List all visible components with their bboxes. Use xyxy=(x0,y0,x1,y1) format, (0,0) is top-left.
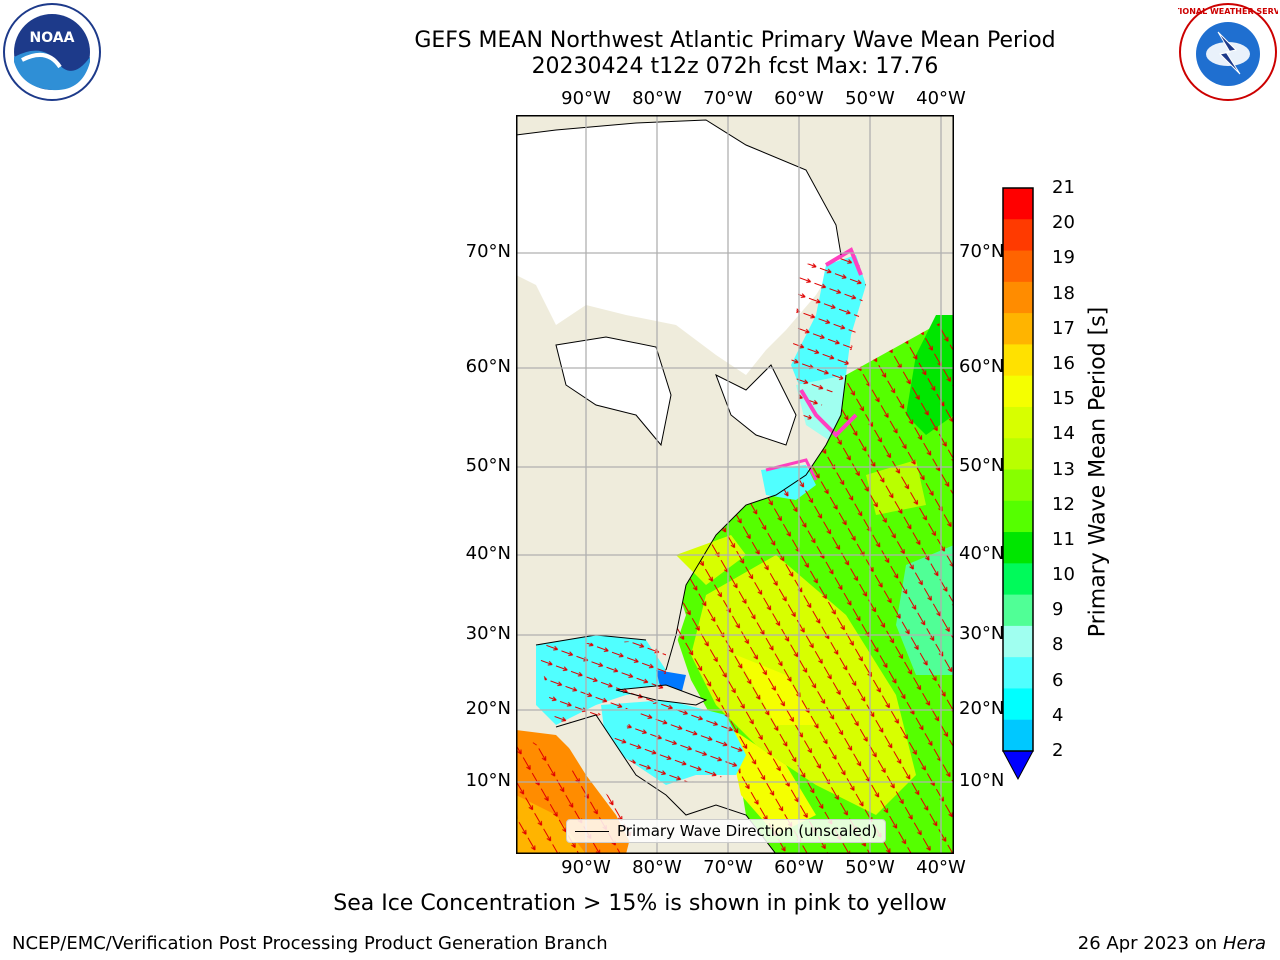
lat-label-left: 30°N xyxy=(465,623,511,644)
graticule xyxy=(516,115,954,854)
noaa-logo: NOAA xyxy=(2,2,102,102)
colorbar-tick-label: 21 xyxy=(1052,177,1075,198)
colorbar-segment xyxy=(1003,719,1033,752)
lon-label-top: 60°W xyxy=(774,88,824,109)
lat-label-right: 60°N xyxy=(959,356,1005,377)
lon-label-bottom: 60°W xyxy=(774,857,824,878)
nws-logo: NATIONAL WEATHER SERVICE xyxy=(1162,2,1280,102)
lat-label-left: 10°N xyxy=(465,770,511,791)
footer-date: 26 Apr 2023 on Hera xyxy=(1078,933,1266,954)
colorbar-segment xyxy=(1003,281,1033,314)
colorbar-tick-label: 18 xyxy=(1052,282,1075,304)
lon-label-top: 50°W xyxy=(845,88,895,109)
colorbar-segment xyxy=(1003,532,1033,564)
colorbar-tick-label: 12 xyxy=(1052,493,1075,515)
colorbar-segment xyxy=(1003,375,1033,408)
svg-text:NOAA: NOAA xyxy=(30,30,75,46)
colorbar-tick-label: 6 xyxy=(1052,669,1064,691)
colorbar-segment xyxy=(1003,563,1033,596)
lon-label-bottom: 80°W xyxy=(632,857,682,878)
colorbar-segment xyxy=(1003,406,1033,439)
wave-period-map xyxy=(516,115,954,854)
colorbar-tick-label: 20 xyxy=(1052,212,1075,234)
colorbar-segment xyxy=(1003,657,1033,689)
colorbar-tick-label: 16 xyxy=(1052,352,1075,374)
lat-label-left: 60°N xyxy=(465,356,511,377)
lat-label-right: 70°N xyxy=(959,241,1005,262)
colorbar-tick-label: 10 xyxy=(1052,564,1075,586)
lon-label-top: 40°W xyxy=(916,88,966,109)
map-subtitle: 20230424 t12z 072h fcst Max: 17.76 xyxy=(531,54,939,79)
lon-label-top: 70°W xyxy=(703,88,753,109)
colorbar-segment xyxy=(1003,438,1033,470)
colorbar-segment xyxy=(1003,250,1033,283)
colorbar-segment xyxy=(1003,594,1033,627)
lat-label-left: 70°N xyxy=(465,241,511,262)
colorbar-segment xyxy=(1003,344,1033,377)
colorbar-segment xyxy=(1003,219,1033,252)
svg-text:NATIONAL WEATHER SERVICE: NATIONAL WEATHER SERVICE xyxy=(1178,7,1278,16)
colorbar-tick-label: 4 xyxy=(1052,704,1064,726)
legend-line-icon xyxy=(575,830,609,832)
map-title: GEFS MEAN Northwest Atlantic Primary Wav… xyxy=(414,28,1056,53)
sea-ice-note: Sea Ice Concentration > 15% is shown in … xyxy=(333,891,947,916)
footer-branch: NCEP/EMC/Verification Post Processing Pr… xyxy=(12,933,608,954)
lat-label-right: 40°N xyxy=(959,543,1005,564)
legend-label: Primary Wave Direction (unscaled) xyxy=(617,822,878,840)
colorbar-tick-label: 11 xyxy=(1052,528,1075,550)
colorbar-segment xyxy=(1003,688,1033,721)
lat-label-left: 20°N xyxy=(465,698,511,719)
lon-label-bottom: 50°W xyxy=(845,857,895,878)
lon-label-top: 80°W xyxy=(632,88,682,109)
colorbar-label: Primary Wave Mean Period [s] xyxy=(1085,306,1111,638)
colorbar-segment xyxy=(1003,469,1033,502)
colorbar-tick-label: 15 xyxy=(1052,388,1075,410)
lat-label-right: 20°N xyxy=(959,698,1005,719)
lon-label-top: 90°W xyxy=(561,88,611,109)
footer-date-text: 26 Apr 2023 on xyxy=(1077,933,1223,954)
footer-host: Hera xyxy=(1222,933,1266,954)
lat-label-left: 50°N xyxy=(465,455,511,476)
map-legend: Primary Wave Direction (unscaled) xyxy=(566,819,887,843)
colorbar-tick-label: 8 xyxy=(1052,634,1064,656)
colorbar-tick-label: 14 xyxy=(1052,423,1075,445)
lon-label-bottom: 40°W xyxy=(916,857,966,878)
lat-label-right: 30°N xyxy=(959,623,1005,644)
lon-label-bottom: 70°W xyxy=(703,857,753,878)
colorbar-segment xyxy=(1003,500,1033,533)
colorbar-segment xyxy=(1003,625,1033,658)
colorbar-segment xyxy=(1003,313,1033,345)
colorbar-segment xyxy=(1003,188,1033,220)
lat-label-right: 50°N xyxy=(959,455,1005,476)
lon-label-bottom: 90°W xyxy=(561,857,611,878)
colorbar xyxy=(1002,187,1034,781)
colorbar-tick-label: 17 xyxy=(1052,317,1075,339)
lat-label-right: 10°N xyxy=(959,770,1005,791)
colorbar-tick-label: 13 xyxy=(1052,458,1075,480)
lat-label-left: 40°N xyxy=(465,543,511,564)
colorbar-tick-label: 2 xyxy=(1052,740,1064,761)
colorbar-tick-label: 19 xyxy=(1052,247,1075,269)
colorbar-tick-label: 9 xyxy=(1052,599,1064,621)
